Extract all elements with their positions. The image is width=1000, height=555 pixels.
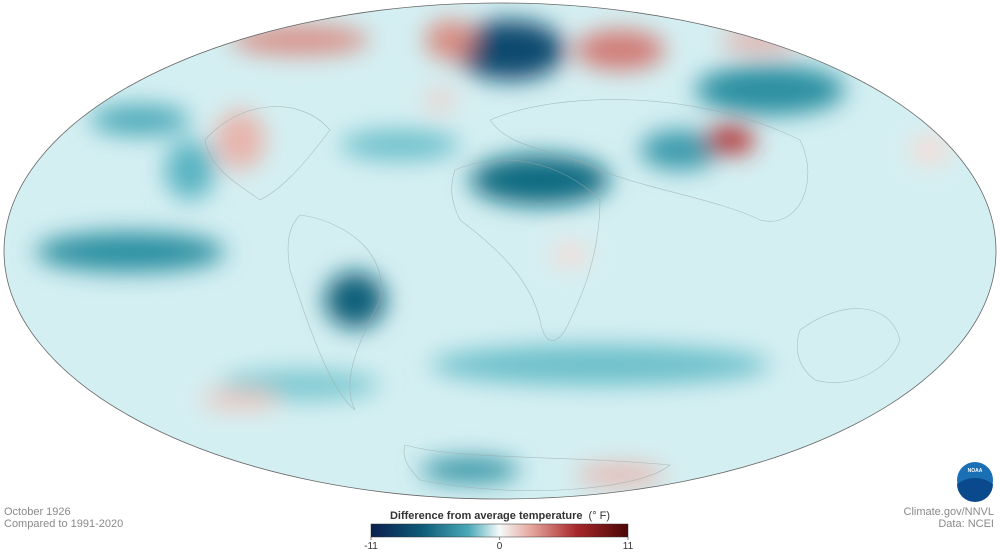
anomaly-map xyxy=(4,3,996,499)
source-credit: Climate.gov/NNVL xyxy=(904,506,994,518)
tick-label: 11 xyxy=(623,541,634,552)
noaa-logo: NOAA xyxy=(957,462,993,502)
date-caption: October 1926 xyxy=(4,506,71,518)
globe-outline xyxy=(3,2,997,500)
legend-title: Difference from average temperature (° F) xyxy=(390,510,610,522)
logo-text: NOAA xyxy=(968,468,983,474)
tick-label: 0 xyxy=(497,541,503,552)
baseline-caption: Compared to 1991-2020 xyxy=(4,518,123,530)
data-credit: Data: NCEI xyxy=(938,518,994,530)
tick-label: -11 xyxy=(364,541,378,552)
legend-ticks: -11 0 11 xyxy=(364,537,634,552)
legend-title-text: Difference from average temperature xyxy=(390,510,583,522)
color-scale xyxy=(370,523,629,538)
legend-unit: (° F) xyxy=(589,510,611,522)
